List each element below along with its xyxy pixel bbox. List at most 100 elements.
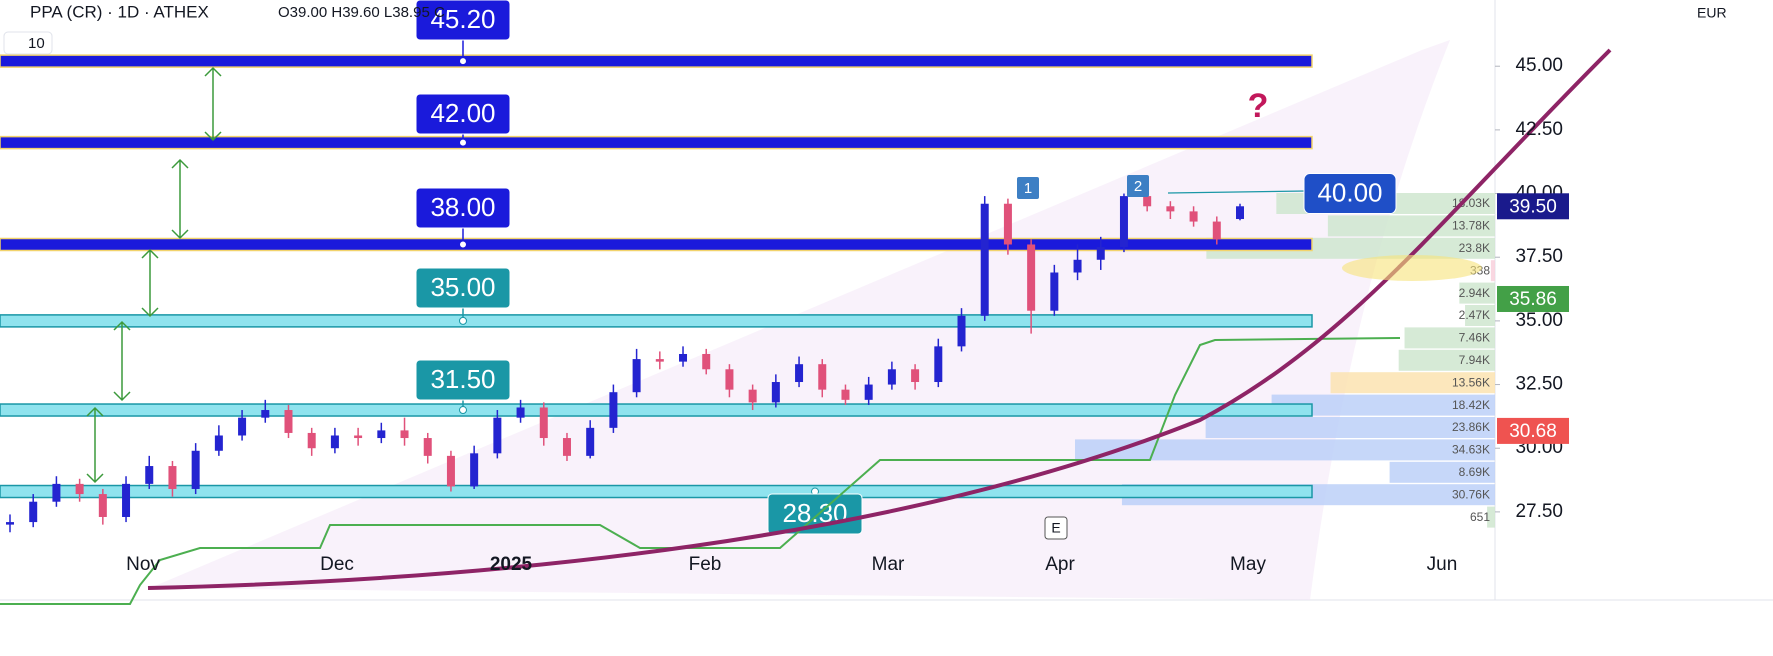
ohlc: O39.00 H39.60 L38.95 C bbox=[278, 4, 445, 21]
level-tag bbox=[767, 493, 863, 535]
candles bbox=[6, 193, 1244, 533]
candle-body bbox=[841, 389, 850, 400]
profile-label: 34.63K bbox=[1452, 443, 1490, 457]
candle-body bbox=[771, 382, 780, 403]
y-tick-label: 35.00 bbox=[1515, 310, 1563, 331]
profile-bar bbox=[1327, 215, 1495, 237]
profile-bar bbox=[1205, 417, 1495, 438]
candle-body bbox=[980, 203, 989, 316]
candle-body bbox=[122, 483, 131, 517]
x-tick-label: Dec bbox=[320, 554, 354, 575]
y-tick-label: 42.50 bbox=[1515, 119, 1563, 140]
annotation: 2 bbox=[1134, 178, 1142, 195]
distance-arrow bbox=[86, 406, 104, 484]
price-tag bbox=[1497, 417, 1569, 444]
candle-body bbox=[52, 483, 61, 502]
marker-box bbox=[1127, 175, 1149, 197]
level-label: 42.00 bbox=[430, 98, 495, 128]
target-tag bbox=[1303, 173, 1397, 215]
level-tag bbox=[415, 267, 511, 309]
candle-body bbox=[238, 417, 247, 436]
candle-body bbox=[191, 450, 200, 489]
level-tag bbox=[415, 0, 511, 41]
candle-body bbox=[586, 427, 595, 456]
price-tag bbox=[1497, 285, 1569, 312]
profile-bar bbox=[1459, 282, 1495, 304]
level-label: 45.20 bbox=[430, 4, 495, 34]
candle-body bbox=[75, 483, 84, 495]
level-band bbox=[0, 135, 1313, 150]
level-tag bbox=[415, 93, 511, 135]
symbol: PPA (CR) · 1D · ATHEX bbox=[30, 2, 209, 21]
candle-body bbox=[168, 466, 177, 489]
distance-arrow bbox=[204, 66, 222, 142]
candle-body bbox=[748, 389, 757, 403]
anchor bbox=[459, 57, 467, 66]
candle-body bbox=[307, 432, 316, 449]
level-label: 38.00 bbox=[430, 192, 495, 222]
level-band bbox=[0, 237, 1313, 252]
candle-body bbox=[725, 369, 734, 390]
level-tag bbox=[415, 187, 511, 229]
profile-label: 18.42K bbox=[1452, 398, 1490, 412]
y-tick-label: 45.00 bbox=[1515, 55, 1563, 76]
candle-body bbox=[330, 435, 339, 449]
profile-label: 18.03K bbox=[1452, 196, 1490, 210]
candle-body bbox=[864, 384, 873, 400]
x-tick-label: 2025 bbox=[490, 554, 533, 575]
anchor bbox=[459, 316, 467, 325]
profile-bar bbox=[1490, 260, 1495, 282]
distance-arrow bbox=[141, 248, 159, 318]
price-tag-label: 30.68 bbox=[1509, 421, 1557, 442]
anchor bbox=[459, 406, 467, 415]
profile-bar bbox=[1075, 439, 1495, 461]
profile-label: 30.76K bbox=[1452, 487, 1490, 501]
profile-label: 8.69K bbox=[1459, 465, 1490, 479]
x-tick-label: Mar bbox=[872, 554, 905, 575]
profile-label: 651 bbox=[1470, 510, 1490, 524]
candle-body bbox=[284, 410, 293, 433]
candle-body bbox=[261, 410, 270, 418]
candle-body bbox=[1096, 247, 1105, 260]
profile-bar bbox=[1330, 372, 1495, 394]
candle-body bbox=[887, 369, 896, 385]
candle-body bbox=[702, 353, 711, 370]
candle-body bbox=[493, 417, 502, 454]
profile-bar bbox=[1404, 327, 1495, 349]
candle-body bbox=[98, 494, 107, 517]
x-tick-label: Jun bbox=[1427, 554, 1458, 575]
level-band bbox=[0, 314, 1313, 328]
candle-body bbox=[1050, 272, 1059, 311]
candle-body bbox=[470, 453, 479, 487]
price-tag-label: 35.86 bbox=[1509, 289, 1557, 310]
candle-body bbox=[539, 407, 548, 439]
level-label: 35.00 bbox=[430, 272, 495, 302]
candle-body bbox=[1189, 211, 1198, 222]
marker-box bbox=[1017, 177, 1039, 199]
candle-body bbox=[516, 407, 525, 418]
candle-body bbox=[562, 438, 571, 456]
distance-arrow bbox=[113, 320, 131, 402]
price-tag bbox=[1497, 193, 1569, 220]
interval[interactable]: 10 bbox=[28, 35, 45, 52]
profile-label: 7.94K bbox=[1459, 353, 1490, 367]
candle-body bbox=[354, 435, 363, 439]
candle-body bbox=[1166, 206, 1175, 212]
profile-label: 7.46K bbox=[1459, 331, 1490, 345]
x-tick-label: May bbox=[1230, 554, 1266, 575]
y-tick-label: 37.50 bbox=[1515, 246, 1563, 267]
interval-box[interactable] bbox=[3, 31, 53, 55]
anchor bbox=[459, 138, 467, 147]
currency[interactable]: EUR bbox=[1697, 5, 1727, 21]
annotation: ? bbox=[1248, 87, 1269, 125]
candle-body bbox=[446, 455, 455, 487]
candle-body bbox=[145, 466, 154, 484]
price-tag-label: 39.50 bbox=[1509, 196, 1557, 217]
profile-label: 2.47K bbox=[1459, 308, 1490, 322]
level-tag bbox=[415, 359, 511, 401]
profile-bar bbox=[1487, 506, 1495, 528]
candle-body bbox=[934, 346, 943, 383]
candle-body bbox=[957, 315, 966, 347]
candle-body bbox=[609, 392, 618, 428]
